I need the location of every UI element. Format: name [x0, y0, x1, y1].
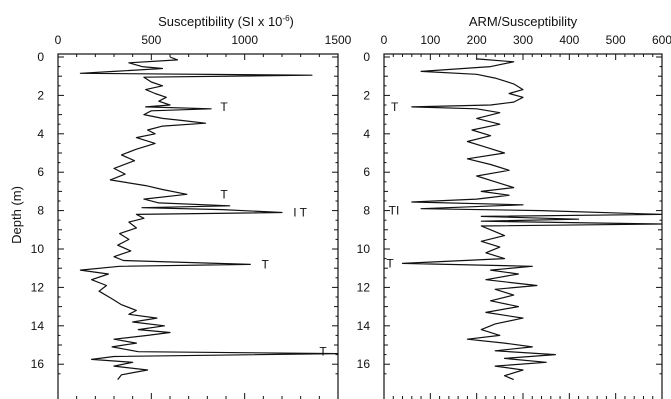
arm-x-tick-label: 600	[652, 33, 671, 47]
susceptibility-plot-frame	[57, 53, 339, 399]
arm-y-tick-label: 2	[363, 88, 370, 102]
arm-susceptibility-panel: ARM/Susceptibility 0 100 200 300 400 500 600 0 2…	[357, 14, 671, 399]
arm-x-tick-label: 400	[559, 33, 579, 47]
arm-y-tick-label: 16	[357, 357, 371, 371]
arm-x-tick-label: 200	[467, 33, 487, 47]
susceptibility-y-tick-label: 16	[31, 357, 45, 371]
depth-axis-label: Depth (m)	[9, 186, 24, 244]
arm-x-tick-label: 500	[606, 33, 626, 47]
susceptibility-annotation-label: T	[220, 187, 228, 201]
arm-y-tick-label: 12	[357, 280, 371, 294]
arm-x-tick-label: 0	[381, 33, 388, 47]
susceptibility-x-tick-label: 1000	[231, 33, 258, 47]
susceptibility-y-tick-label: 6	[37, 165, 44, 179]
arm-y-tick-label: 4	[363, 127, 370, 141]
arm-annotation-label: T	[386, 256, 394, 270]
susceptibility-chart-title: Susceptibility (SI x 10-6)	[158, 14, 294, 29]
arm-y-tick-label: 14	[357, 319, 371, 333]
susceptibility-series-line	[79, 56, 339, 380]
susceptibility-y-tick-label: 10	[31, 242, 45, 256]
arm-susceptibility-chart-title: ARM/Susceptibility	[469, 14, 578, 29]
susceptibility-ticks	[57, 54, 339, 399]
susceptibility-annotation-label: I T	[293, 206, 307, 220]
arm-x-tick-label: 100	[420, 33, 440, 47]
susceptibility-y-tick-label: 12	[31, 280, 45, 294]
arm-annotations: T TI T	[386, 100, 399, 270]
susceptibility-annotations: T T I T T T	[220, 100, 327, 359]
arm-annotation-label: TI	[389, 204, 400, 218]
susceptibility-y-tick-label: 2	[37, 88, 44, 102]
arm-y-tick-label: 0	[363, 50, 370, 64]
arm-y-tick-label: 6	[363, 165, 370, 179]
susceptibility-x-tick-label: 500	[141, 33, 161, 47]
susceptibility-tick-labels: 0 500 1000 1500 0 2 4 6 8 10 12 14 16	[31, 33, 352, 371]
susceptibility-y-tick-label: 8	[37, 204, 44, 218]
susceptibility-y-tick-label: 0	[37, 50, 44, 64]
arm-ticks	[383, 54, 663, 399]
susceptibility-x-tick-label: 0	[55, 33, 62, 47]
arm-plot-frame	[383, 53, 663, 399]
susceptibility-panel: Susceptibility (SI x 10-6) Depth (m) 0 50…	[9, 14, 352, 399]
susceptibility-annotation-label: T	[319, 345, 327, 359]
arm-y-tick-label: 10	[357, 242, 371, 256]
susceptibility-y-tick-label: 4	[37, 127, 44, 141]
susceptibility-y-tick-label: 14	[31, 319, 45, 333]
susceptibility-annotation-label: T	[261, 257, 269, 271]
susceptibility-x-tick-label: 1500	[325, 33, 352, 47]
susceptibility-annotation-label: T	[220, 100, 228, 114]
arm-x-tick-label: 300	[513, 33, 533, 47]
arm-annotation-label: T	[391, 100, 399, 114]
arm-y-tick-label: 8	[363, 204, 370, 218]
arm-tick-labels: 0 100 200 300 400 500 600 0 2 4 6 8 10 12 14 16	[357, 33, 671, 371]
arm-susceptibility-series-line	[401, 58, 663, 381]
